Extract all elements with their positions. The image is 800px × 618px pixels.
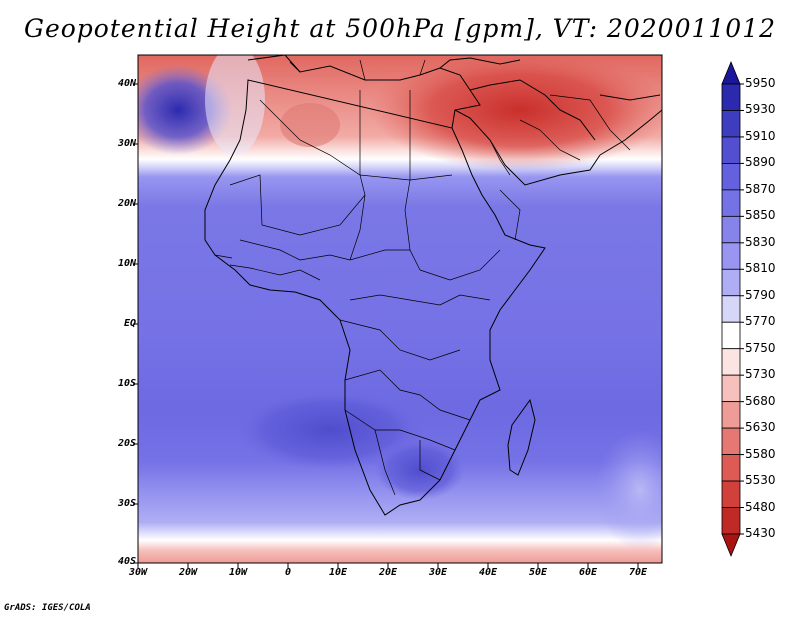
lon-label: 60E <box>578 567 598 578</box>
colorbar-level-label: 5810 <box>745 261 776 276</box>
lat-label: 30S <box>117 498 136 509</box>
colorbar-level-label: 5770 <box>745 314 776 329</box>
colorbar-swatch <box>721 427 741 455</box>
colorbar-level-label: 5750 <box>745 340 776 355</box>
lon-label: 20W <box>178 567 198 578</box>
colorbar-swatch <box>721 60 741 85</box>
field-shading <box>138 55 662 563</box>
colorbar-level-label: 5830 <box>745 234 776 249</box>
lon-label: 10W <box>228 567 248 578</box>
colorbar-level-label: 5950 <box>745 76 776 90</box>
colorbar-swatch <box>721 163 741 191</box>
colorbar-level-label: 5580 <box>745 446 776 461</box>
lon-label: 40E <box>478 567 498 578</box>
colorbar-swatch <box>721 480 741 508</box>
colorbar-swatch <box>721 454 741 482</box>
colorbar-swatch <box>721 401 741 429</box>
colorbar-level-label: 5730 <box>745 367 776 382</box>
colorbar-level-label: 5480 <box>745 499 776 514</box>
colorbar-level-label: 5910 <box>745 128 776 143</box>
colorbar-level-label: 5630 <box>745 420 776 435</box>
lon-label: 0 <box>284 567 292 578</box>
lat-label: 40S <box>117 556 136 567</box>
colorbar-swatch <box>721 374 741 403</box>
lat-label: 10S <box>117 378 136 389</box>
colorbar-level-label: 5850 <box>745 208 776 223</box>
colorbar-swatch <box>721 507 741 535</box>
colorbar-level-label: 5430 <box>745 526 776 540</box>
colorbar-swatch <box>721 83 741 111</box>
colorbar-swatch <box>721 268 741 297</box>
country-borders <box>214 59 631 496</box>
colorbar-level-label: 5890 <box>745 155 776 170</box>
colorbar-swatch <box>721 348 741 376</box>
colorbar-swatch <box>721 136 741 164</box>
colorbar-swatch <box>721 321 741 350</box>
lon-label: 10E <box>328 567 348 578</box>
map-frame <box>137 54 663 564</box>
colorbar-swatch <box>721 110 741 138</box>
colorbar-swatch <box>721 215 741 244</box>
colorbar-level-label: 5530 <box>745 473 776 488</box>
colorbar-swatch <box>721 295 741 323</box>
lat-label: 20N <box>117 198 136 209</box>
lon-label: 30W <box>128 567 148 578</box>
lon-label: 30E <box>428 567 448 578</box>
lat-label: 40N <box>117 78 136 89</box>
lon-label: 20E <box>378 567 398 578</box>
lat-label: 30N <box>117 138 136 149</box>
colorbar-swatch <box>721 533 741 558</box>
grads-credit: GrADS: IGES/COLA <box>4 603 91 613</box>
lon-label: 50E <box>528 567 548 578</box>
colorbar-level-label: 5790 <box>745 287 776 302</box>
colorbar <box>721 60 744 558</box>
colorbar-swatch <box>721 189 741 217</box>
coastlines <box>204 55 662 516</box>
colorbar-level-label: 5870 <box>745 181 776 196</box>
lat-label: EQ <box>123 318 136 329</box>
axis-ticks <box>133 83 639 568</box>
lat-label: 20S <box>117 438 136 449</box>
chart-title: Geopotential Height at 500hPa [gpm], VT:… <box>23 14 777 43</box>
lon-label: 70E <box>628 567 648 578</box>
lat-label: 10N <box>117 258 136 269</box>
colorbar-level-label: 5930 <box>745 102 776 117</box>
colorbar-level-label: 5680 <box>745 393 776 408</box>
colorbar-swatch <box>721 242 741 270</box>
